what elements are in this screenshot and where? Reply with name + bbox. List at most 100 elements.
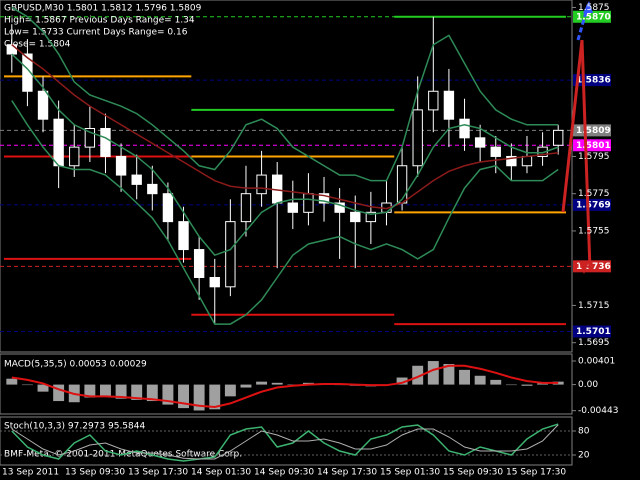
candle-body (256, 174, 267, 195)
candle-body (69, 146, 80, 167)
y-tick-label: 1.5875 (578, 3, 610, 13)
candle-body (521, 155, 533, 167)
x-tick-label: 13 Sep 09:30 (65, 468, 125, 478)
header-line: GBPUSD,M30 1.5801 1.5812 1.5796 1.5809 (4, 4, 202, 14)
indicator-line (11, 44, 559, 210)
candle-body (506, 155, 517, 167)
candle-body (240, 193, 252, 223)
arrow-up-red (561, 39, 584, 213)
macd-bar (193, 384, 205, 411)
indicator-line (11, 6, 559, 182)
price-label: 1.5701 (576, 327, 611, 337)
macd-bar (271, 382, 283, 385)
macd-bar (162, 384, 174, 405)
macd-bar (21, 384, 33, 386)
price-label: 1.5801 (576, 141, 611, 151)
x-tick-label: 13 Sep 17:30 (128, 468, 188, 478)
macd-bar (474, 375, 486, 385)
x-tick-label: 14 Sep 09:30 (254, 468, 314, 478)
macd-bar (6, 378, 18, 385)
macd-bar (427, 361, 439, 385)
candle-body (53, 118, 64, 167)
candle-body (131, 174, 142, 185)
y-tick-label: 1.5715 (578, 301, 610, 311)
y-tick-label: 1.5695 (578, 338, 610, 348)
stoch-pane (0, 416, 573, 466)
y-tick-label: 0.00401 (578, 357, 615, 367)
macd-bar (396, 377, 408, 385)
price-label: 1.5870 (576, 12, 611, 22)
arrow-up-blue (576, 4, 590, 41)
candle-body (22, 53, 33, 92)
macd-bar (53, 384, 65, 402)
main-layer: 1.5870 1.5836 1.5809 1.5801 1.5769 1.5736 1.57… (0, 10, 611, 338)
y-tick-label: 80 (578, 427, 590, 437)
y-tick-label: 1.5795 (578, 152, 610, 162)
y-tick-label: 1.5775 (578, 189, 610, 199)
y-tick-label: 1.5755 (578, 226, 610, 236)
x-tick-label: 13 Sep 2011 (2, 468, 59, 478)
candle-body (147, 183, 158, 195)
macd-bar (224, 384, 236, 397)
macd-title: MACD(5,35,5) 0.00053 0.00029 (4, 360, 147, 370)
stoch-k (11, 423, 559, 462)
price-label-box (573, 139, 611, 152)
x-tick-label: 15 Sep 01:30 (380, 468, 440, 478)
x-tick-label: 15 Sep 09:30 (443, 468, 503, 478)
x-tick-label: 14 Sep 17:30 (317, 468, 377, 478)
macd-bar (131, 384, 143, 400)
y-tick-label: 20 (578, 451, 590, 461)
macd-bar (505, 384, 517, 386)
macd-bar (100, 384, 111, 397)
price-label-box (573, 325, 611, 338)
price-label-box (573, 124, 611, 137)
indicator-line (11, 53, 559, 257)
header-line: Low= 1.5733 Current Days Range= 0.16 (4, 28, 188, 38)
price-label: 1.5809 (576, 126, 611, 136)
x-tick-label: 14 Sep 01:30 (191, 468, 251, 478)
macd-bar (490, 379, 502, 385)
arrow-down-red (580, 39, 592, 271)
x-tick-label: 15 Sep 17:30 (506, 468, 566, 478)
macd-bar (521, 384, 533, 386)
stoch-title: Stoch(10,3,3) 97.2973 95.5844 (4, 422, 145, 432)
price-label: 1.5769 (576, 200, 611, 210)
macd-bar (537, 383, 549, 385)
candle-body (365, 211, 377, 223)
macd-bar (209, 384, 221, 410)
arrow-head-red (579, 262, 589, 274)
candle-body (303, 193, 314, 213)
macd-pane (0, 353, 573, 415)
header-line: High= 1.5867 Previous Days Range= 1.34 (4, 16, 195, 26)
macd-bar (256, 381, 268, 385)
price-label-box (573, 198, 611, 211)
macd-signal (11, 364, 559, 408)
macd-bar (146, 384, 158, 402)
candle-body (115, 155, 127, 176)
candle-body (193, 249, 205, 279)
macd-bar (84, 384, 96, 398)
candle-body (428, 90, 439, 111)
candle-body (225, 221, 236, 288)
macd-bar (37, 384, 49, 392)
price-label: 1.5836 (576, 76, 611, 86)
candle-body (162, 193, 174, 223)
candle-body (412, 109, 423, 167)
candle-body (396, 165, 408, 204)
candle-body (318, 193, 330, 204)
macd-bar (412, 365, 424, 385)
macd-bar (443, 364, 455, 385)
candle-body (334, 202, 345, 213)
main-pane (0, 0, 573, 353)
price-label: 1.5736 (576, 262, 611, 272)
macd-bar (459, 369, 470, 385)
y-tick-label: -0.00443 (578, 406, 618, 416)
candle-body (553, 129, 564, 146)
candle-body (474, 137, 486, 148)
candle-body (287, 202, 298, 213)
candle-body (350, 211, 361, 223)
candle-body (100, 128, 111, 157)
candle-body (490, 146, 501, 157)
